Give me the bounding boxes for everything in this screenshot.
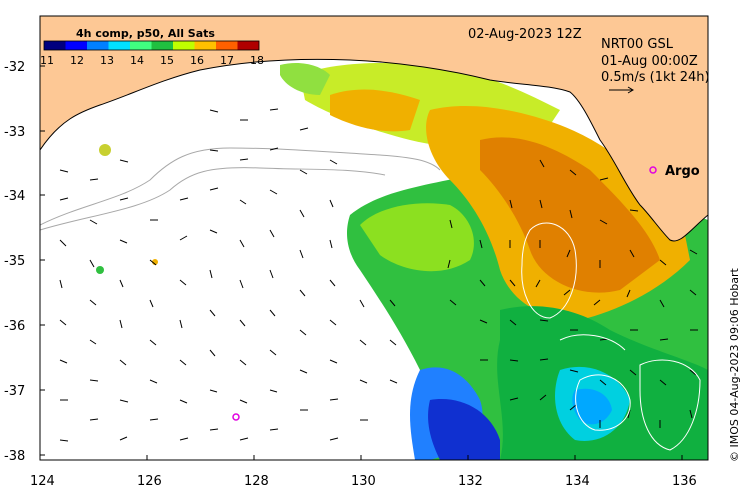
y-tick-label: -34 <box>4 189 25 204</box>
y-tick-label: -38 <box>4 449 25 464</box>
product-name: NRT00 GSL <box>601 37 674 52</box>
sst-field <box>96 63 708 460</box>
current-arrows <box>59 108 698 442</box>
bathymetry-contour <box>40 147 441 226</box>
valid-time: 01-Aug 00:00Z <box>601 54 698 69</box>
x-tick-label: 136 <box>672 474 697 489</box>
colorbar-title: 4h comp, p50, All Sats <box>76 27 215 40</box>
x-tick-label: 134 <box>565 474 590 489</box>
map-date: 02-Aug-2023 12Z <box>468 27 582 42</box>
y-axis: -32 -33 -34 -35 -36 -37 -38 <box>4 60 45 464</box>
plot-frame <box>39 15 709 461</box>
x-tick-label: 130 <box>351 474 376 489</box>
x-tick-label: 132 <box>458 474 483 489</box>
y-tick-label: -35 <box>4 254 25 269</box>
sst-contours <box>521 222 701 451</box>
y-tick-label: -32 <box>4 60 25 75</box>
colorbar-tick-label: 14 <box>130 54 144 67</box>
colorbar-tick-label: 11 <box>40 54 54 67</box>
x-tick-label: 124 <box>30 474 55 489</box>
y-tick-label: -36 <box>4 319 25 334</box>
colorbar-tick-label: 16 <box>190 54 204 67</box>
x-tick-label: 128 <box>244 474 269 489</box>
land-mass <box>40 16 708 242</box>
argo-float-marker[interactable] <box>649 166 657 174</box>
colorbar-tick-label: 13 <box>100 54 114 67</box>
x-tick-label: 126 <box>137 474 162 489</box>
velocity-scale-arrow <box>609 86 634 94</box>
velocity-scale-label: 0.5m/s (1kt 24h) <box>601 70 710 85</box>
colorbar-tick-label: 18 <box>250 54 264 67</box>
colorbar-tick-label: 17 <box>220 54 234 67</box>
argo-label: Argo <box>665 164 700 179</box>
credit-text: © IMOS 04-Aug-2023 09:06 Hobart <box>728 268 741 462</box>
colorbar-tick-label: 15 <box>160 54 174 67</box>
bathymetry-contour <box>40 167 386 231</box>
y-tick-label: -37 <box>4 384 25 399</box>
x-axis: 124 126 128 130 132 134 136 <box>30 455 697 489</box>
argo-float-marker[interactable] <box>232 413 240 421</box>
y-tick-label: -33 <box>4 125 25 140</box>
colorbar-tick-label: 12 <box>70 54 84 67</box>
colorbar: 4h comp, p50, All Sats 11 12 13 14 15 16… <box>40 27 264 67</box>
